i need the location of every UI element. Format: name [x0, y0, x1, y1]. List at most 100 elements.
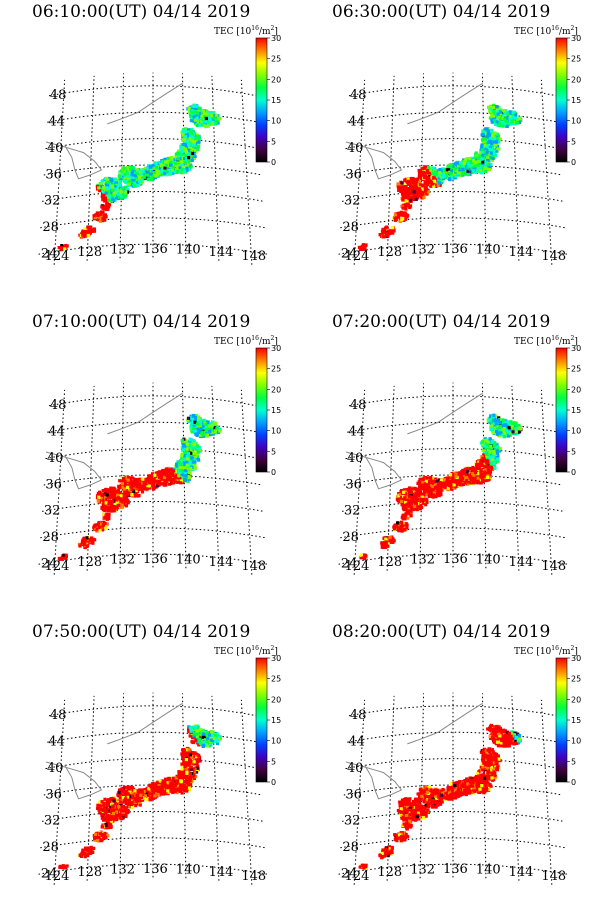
lon-label: 144 [509, 555, 534, 570]
lat-label: 32 [344, 814, 361, 829]
colorbar-tick: 25 [271, 55, 281, 64]
lat-label: 28 [42, 220, 59, 235]
tec-panel-5: 07:50:00(UT) 04/14 2019 48 44 40 36 32 28 24 124… [8, 620, 298, 920]
panel-title: 06:30:00(UT) 04/14 2019 [332, 2, 551, 22]
lat-label: 44 [348, 735, 365, 750]
tec-points [357, 103, 523, 252]
colorbar-tick: 30 [271, 344, 281, 353]
colorbar: 30 25 20 15 10 5 0 TEC [1016/m2] [214, 335, 281, 477]
lon-label: 128 [377, 555, 402, 570]
lat-label: 40 [47, 761, 64, 776]
tec-panel-6: 08:20:00(UT) 04/14 2019 48 44 40 36 32 28 24 124… [308, 620, 598, 920]
colorbar: 30 25 20 15 10 5 0 TEC [1016/m2] [514, 335, 581, 477]
lon-label: 140 [176, 863, 201, 878]
panel-title: 07:20:00(UT) 04/14 2019 [332, 312, 551, 332]
colorbar-tick: 5 [271, 447, 276, 456]
colorbar-tick: 10 [571, 427, 581, 436]
lat-label: 28 [42, 530, 59, 545]
lat-label: 40 [47, 141, 64, 156]
lon-label: 144 [209, 245, 234, 260]
colorbar-tick: 30 [271, 34, 281, 43]
tec-points [359, 413, 523, 561]
lon-label: 132 [110, 553, 135, 568]
lat-label: 36 [45, 787, 62, 802]
lat-label: 48 [50, 88, 67, 103]
colorbar-label: TEC [1016/m2] [514, 25, 578, 37]
lon-label: 148 [241, 249, 266, 264]
lat-label: 28 [342, 220, 359, 235]
lat-label: 40 [347, 451, 364, 466]
colorbar-tick: 0 [571, 158, 576, 167]
lat-label: 28 [342, 840, 359, 855]
colorbar-tick: 15 [271, 716, 281, 725]
colorbar-tick: 5 [571, 757, 576, 766]
colorbar-tick: 5 [271, 137, 276, 146]
colorbar-label: TEC [1016/m2] [214, 335, 278, 347]
lon-label: 148 [241, 559, 266, 574]
lat-label: 32 [44, 814, 61, 829]
colorbar-tick: 20 [571, 75, 581, 84]
lat-label: 28 [342, 530, 359, 545]
lon-label: 124 [345, 249, 370, 264]
colorbar-tick: 10 [271, 737, 281, 746]
colorbar-tick: 20 [271, 75, 281, 84]
colorbar-tick: 20 [271, 385, 281, 394]
lon-label: 128 [77, 245, 102, 260]
lon-label: 140 [176, 553, 201, 568]
coastline [45, 82, 183, 180]
panel-title: 07:10:00(UT) 04/14 2019 [32, 312, 251, 332]
lat-label: 48 [50, 398, 67, 413]
colorbar-tick: 0 [271, 778, 276, 787]
tec-panel-2: 06:30:00(UT) 04/14 2019 48 44 40 36 32 28 24 124… [308, 0, 598, 300]
colorbar-label: TEC [1016/m2] [214, 645, 278, 657]
panel-title: 07:50:00(UT) 04/14 2019 [32, 622, 251, 642]
panel-title: 08:20:00(UT) 04/14 2019 [332, 622, 551, 642]
colorbar-tick: 5 [271, 757, 276, 766]
lon-label: 132 [110, 243, 135, 258]
lon-label: 132 [410, 243, 435, 258]
lat-label: 44 [48, 425, 65, 440]
lon-label: 136 [143, 862, 168, 877]
colorbar-tick: 5 [571, 137, 576, 146]
colorbar-tick: 20 [571, 695, 581, 704]
lat-label: 44 [348, 115, 365, 130]
colorbar-tick: 25 [571, 55, 581, 64]
colorbar-tick: 25 [571, 675, 581, 684]
colorbar-tick: 25 [571, 365, 581, 374]
lat-label: 32 [344, 194, 361, 209]
lat-label: 44 [348, 425, 365, 440]
colorbar-tick: 0 [571, 468, 576, 477]
coastline [345, 82, 483, 180]
colorbar-tick: 5 [571, 447, 576, 456]
lon-label: 140 [476, 863, 501, 878]
colorbar-tick: 15 [271, 96, 281, 105]
lat-label: 24 [41, 247, 58, 262]
lat-label: 48 [350, 398, 367, 413]
lat-label: 44 [48, 735, 65, 750]
lat-label: 48 [50, 708, 67, 723]
lon-label: 144 [509, 865, 534, 880]
colorbar-tick: 15 [571, 716, 581, 725]
lon-label: 128 [377, 245, 402, 260]
lon-label: 136 [443, 552, 468, 567]
colorbar-tick: 30 [571, 654, 581, 663]
lat-label: 44 [48, 115, 65, 130]
colorbar-tick: 25 [271, 365, 281, 374]
colorbar-tick: 15 [571, 96, 581, 105]
tec-points [358, 723, 522, 871]
lat-label: 24 [341, 867, 358, 882]
lat-label: 28 [42, 840, 59, 855]
colorbar-tick: 0 [271, 158, 276, 167]
lon-label: 136 [443, 862, 468, 877]
lat-label: 48 [350, 708, 367, 723]
colorbar-tick: 10 [271, 117, 281, 126]
lat-label: 40 [347, 761, 364, 776]
lon-label: 140 [176, 243, 201, 258]
lat-label: 24 [41, 867, 58, 882]
colorbar-tick: 10 [571, 737, 581, 746]
